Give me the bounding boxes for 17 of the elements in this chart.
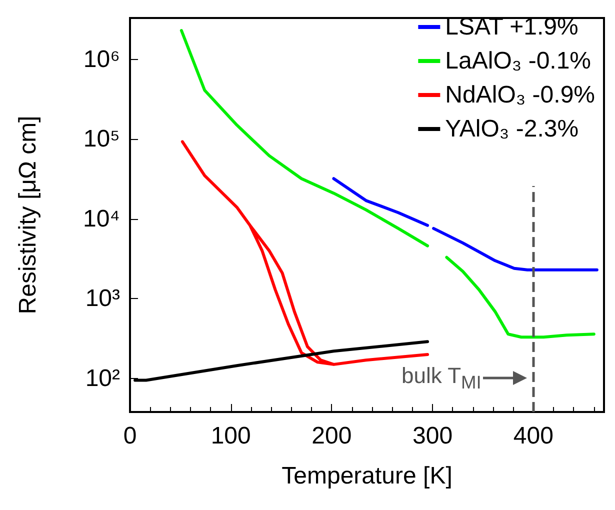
- legend-label: LaAlO₃ -0.1%: [445, 48, 592, 74]
- x-tick-label: 300: [412, 422, 453, 450]
- x-tick-label: 0: [123, 422, 137, 450]
- x-tick-label: 200: [312, 422, 352, 450]
- y-tick-label: 10³: [85, 285, 120, 312]
- x-tick-label: 100: [210, 422, 251, 450]
- y-axis-title: Resistivity [μΩ cm]: [14, 116, 42, 314]
- line-series: [180, 140, 430, 366]
- y-tick-label: 10⁵: [83, 126, 120, 153]
- legend-label: YAlO₃ -2.3%: [445, 116, 579, 142]
- y-tick-label: 10⁶: [83, 46, 120, 73]
- legend-label: NdAlO₃ -0.9%: [445, 82, 596, 108]
- y-tick-label: 10⁴: [82, 205, 120, 232]
- ref-line-label: bulk T$_{MI}$: [402, 362, 482, 394]
- x-axis-title: Temperature [K]: [282, 462, 452, 490]
- x-tick-label: 400: [513, 422, 554, 450]
- y-tick-label: 10²: [85, 364, 120, 392]
